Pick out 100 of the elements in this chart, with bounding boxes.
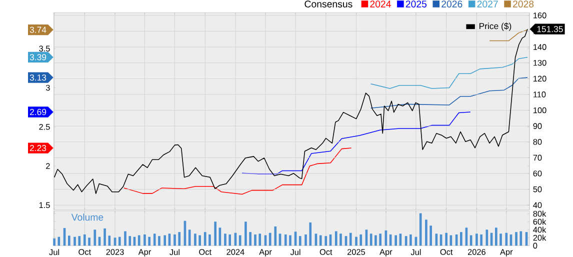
- text: 2.23: [30, 144, 46, 151]
- bar: [204, 232, 206, 246]
- bar: [174, 234, 176, 246]
- bar: [355, 236, 358, 246]
- bar: [309, 222, 312, 246]
- bar: [249, 232, 252, 246]
- bar: [445, 232, 448, 246]
- x-tick-label: Apr: [138, 248, 151, 256]
- bar: [74, 236, 76, 246]
- bar: [178, 232, 181, 246]
- y-tick-label: 40k: [533, 226, 546, 233]
- bar: [374, 235, 377, 246]
- y-tick-label: 2.5: [39, 124, 50, 130]
- bar: [268, 232, 272, 246]
- x-tick-label: Jul: [49, 248, 59, 255]
- bar: [88, 238, 90, 246]
- y2-tick-label: 120: [534, 76, 546, 82]
- x-tick-label: Oct: [78, 248, 91, 255]
- bar: [284, 234, 287, 246]
- series-label: Volume: [71, 213, 104, 221]
- bar: [410, 234, 412, 246]
- bar: [334, 231, 338, 246]
- text: 3.39: [30, 54, 46, 60]
- legend-label: 2026: [442, 0, 462, 8]
- y2-tick-label: 40: [533, 202, 542, 208]
- data-label: 151.35: [537, 26, 563, 32]
- y2-tick-label: 100: [534, 107, 546, 114]
- y2-tick-label: 90: [533, 123, 542, 129]
- bar: [494, 228, 498, 246]
- bar: [144, 234, 146, 246]
- legend-label: Price ($): [479, 22, 512, 31]
- bar: [425, 220, 428, 246]
- bar: [324, 236, 328, 246]
- bar: [158, 236, 160, 246]
- bar: [83, 234, 86, 246]
- bar: [153, 234, 156, 246]
- bar: [94, 230, 96, 246]
- x-tick-label: 2024: [226, 248, 244, 255]
- bar: [505, 232, 508, 246]
- y-tick-label: 1.5: [39, 202, 50, 208]
- bar: [349, 232, 352, 246]
- bar: [500, 234, 502, 246]
- bar: [298, 236, 302, 246]
- bar: [476, 234, 478, 246]
- legend-label: 2025: [406, 0, 427, 8]
- bar: [340, 234, 342, 246]
- bar: [304, 234, 307, 246]
- x-tick-label: Apr: [259, 248, 272, 256]
- x-tick-label: 2023: [106, 248, 124, 255]
- legend-label: 2028: [513, 0, 534, 8]
- bar: [118, 236, 121, 246]
- x-tick-label: Oct: [320, 248, 332, 255]
- x-tick-label: Oct: [440, 248, 453, 255]
- bar: [460, 232, 462, 246]
- y-tick-label: 2: [46, 163, 50, 169]
- y-tick-label: 3: [46, 84, 50, 91]
- y-tick-label: 0: [533, 242, 538, 248]
- x-tick-label: Jul: [170, 248, 180, 255]
- bar: [379, 234, 382, 246]
- bar: [138, 235, 140, 246]
- y2-tick-label: 130: [534, 60, 546, 66]
- y2-tick-label: 70: [533, 154, 542, 160]
- legend-label: 2024: [370, 0, 391, 8]
- y2-tick-label: 160: [534, 12, 546, 18]
- bar: [124, 231, 126, 246]
- y2-tick-label: 140: [534, 44, 546, 50]
- bar: [164, 235, 166, 246]
- bar: [360, 234, 362, 246]
- bar: [319, 235, 322, 246]
- bar: [254, 234, 256, 246]
- bar: [78, 236, 81, 246]
- x-tick-label: Jul: [290, 248, 300, 255]
- bar: [274, 226, 277, 246]
- bar: [104, 228, 106, 246]
- bar: [394, 235, 397, 246]
- line-series: [370, 77, 528, 108]
- x-tick-label: 2025: [348, 248, 366, 255]
- line-series: [370, 56, 528, 89]
- y2-tick-label: 80: [533, 138, 542, 145]
- bar: [228, 234, 232, 246]
- bar: [480, 234, 482, 246]
- bar: [68, 236, 70, 246]
- y2-tick-label: 110: [534, 91, 546, 98]
- y-tick-label: 80k: [533, 210, 546, 217]
- x-tick-label: Jul: [410, 248, 421, 255]
- bar: [53, 238, 56, 246]
- legend-label: 2027: [477, 0, 498, 8]
- bar: [515, 232, 518, 246]
- legend-title: Consensus: [304, 0, 352, 8]
- bar: [108, 236, 111, 246]
- x-tick-label: Apr: [500, 248, 513, 256]
- y-tick-label: 3.5: [39, 46, 50, 52]
- y-tick-label: 20k: [533, 234, 546, 241]
- y2-tick-label: 50: [533, 186, 542, 192]
- bar: [128, 236, 132, 246]
- bar: [214, 222, 216, 246]
- text: 3.74: [30, 26, 46, 33]
- bar: [198, 235, 201, 246]
- x-tick-label: 2026: [468, 248, 486, 255]
- bar: [188, 230, 191, 246]
